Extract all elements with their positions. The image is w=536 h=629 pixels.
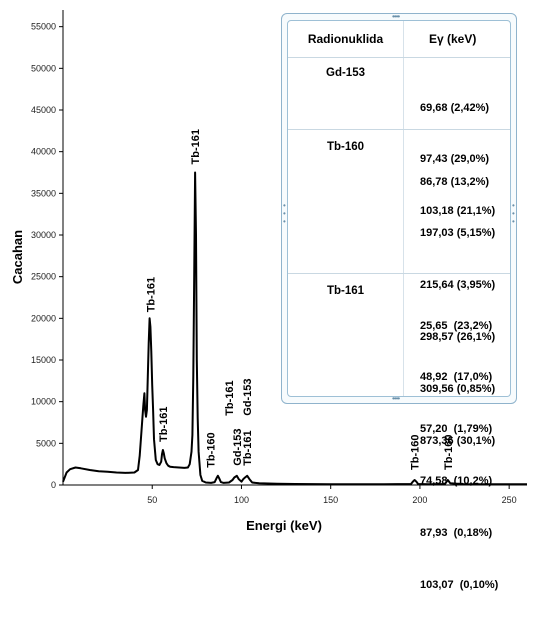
x-tick-label: 250 bbox=[502, 495, 517, 505]
y-axis-title: Cacahan bbox=[10, 230, 25, 284]
peak-label: Tb-160 bbox=[410, 435, 422, 470]
energy-value: 69,68 (2,42%) bbox=[420, 101, 490, 114]
energy-value: 48,92 (17,0%) bbox=[420, 371, 493, 384]
peak-labels: Tb-161Tb-161Tb-161Tb-160Tb-161Gd-153Tb-1… bbox=[145, 129, 454, 470]
x-tick-label: 200 bbox=[412, 495, 427, 505]
x-tick-label: 100 bbox=[234, 495, 249, 505]
y-tick-label: 20000 bbox=[31, 313, 56, 323]
y-tick-label: 45000 bbox=[31, 105, 56, 115]
header-radionuclide: Radionuklida bbox=[307, 32, 384, 46]
nuclide-table-panel[interactable]: •••• •••• • • • • • • Radionuklida Eγ (keV) … bbox=[281, 12, 517, 591]
table-row: Tb-161 25,65 (23,2%) 48,92 (17,0%) 57,20… bbox=[288, 273, 510, 591]
energy-value: 97,43 (29,0%) bbox=[420, 153, 490, 166]
resize-handle-top[interactable]: •••• bbox=[392, 12, 400, 21]
x-tick-label: 150 bbox=[323, 495, 338, 505]
peak-label: Gd-153 bbox=[232, 429, 244, 466]
y-tick-label: 50000 bbox=[31, 63, 56, 73]
header-energy: Eγ (keV) bbox=[429, 32, 477, 46]
y-tick-label: 30000 bbox=[31, 230, 56, 240]
row-divider bbox=[288, 129, 510, 130]
energy-value: 215,64 (3,95%) bbox=[420, 279, 496, 292]
nuclide-name: Tb-160 bbox=[326, 141, 365, 153]
y-tick-label: 5000 bbox=[36, 438, 56, 448]
y-tick-label: 35000 bbox=[31, 188, 56, 198]
energy-value: 25,65 (23,2%) bbox=[420, 319, 493, 332]
y-axis-ticks: 0 5000 10000 15000 20000 25000 30000 35000 40000… bbox=[31, 22, 63, 490]
energy-value: 57,20 (1,79%) bbox=[420, 423, 493, 436]
energy-list: 86,78 (13,2%) 197,03 (5,15%) 215,64 (3,9… bbox=[420, 139, 495, 485]
y-tick-label: 40000 bbox=[31, 147, 56, 157]
spectrum-line bbox=[62, 171, 527, 486]
peak-label: Tb-161 bbox=[242, 430, 254, 465]
y-tick-label: 10000 bbox=[31, 397, 56, 407]
y-tick-label: 55000 bbox=[31, 22, 56, 32]
energy-list: 69,68 (2,42%) 97,43 (29,0%) 103,18 (21,1… bbox=[420, 65, 495, 255]
peak-label: Gd-153 bbox=[242, 379, 254, 416]
energy-value: 103,18 (21,1%) bbox=[420, 205, 496, 218]
energy-value: 86,78 (13,2%) bbox=[420, 175, 490, 188]
peak-label: Tb-160 bbox=[205, 432, 217, 467]
energy-value: 197,03 (5,15%) bbox=[420, 227, 496, 240]
energy-list: 25,65 (23,2%) 48,92 (17,0%) 57,20 (1,79%… bbox=[420, 283, 498, 629]
column-divider bbox=[403, 21, 404, 396]
y-tick-label: 0 bbox=[51, 480, 56, 490]
energy-value: 309,56 (0,85%) bbox=[420, 383, 496, 396]
energy-value: 873,36 (30,1%) bbox=[420, 435, 496, 448]
resize-handle-right[interactable]: • • • bbox=[512, 201, 515, 226]
table-header: Radionuklida Eγ (keV) bbox=[288, 21, 510, 58]
nuclide-table: Radionuklida Eγ (keV) Gd-153 69,68 (2,42… bbox=[287, 20, 511, 591]
y-tick-label: 25000 bbox=[31, 272, 56, 282]
spectrum-chart: 0 5000 10000 15000 20000 25000 30000 35000 40000… bbox=[10, 10, 527, 533]
nuclide-name: Tb-161 bbox=[326, 285, 365, 297]
resize-handle-bottom[interactable]: •••• bbox=[392, 394, 400, 403]
energy-value: 103,07 (0,10%) bbox=[420, 579, 499, 592]
peak-label: Tb-160 bbox=[443, 435, 455, 470]
x-tick-label: 50 bbox=[147, 495, 157, 505]
peak-label: Tb-161 bbox=[158, 407, 170, 442]
energy-value: 87,93 (0,18%) bbox=[420, 527, 493, 540]
table-row: Tb-160 86,78 (13,2%) 197,03 (5,15%) 215,… bbox=[288, 129, 510, 447]
peak-label: Tb-161 bbox=[224, 380, 236, 415]
x-axis-ticks: 50 100 150 200 250 bbox=[147, 485, 517, 505]
energy-value: 74,58 (10,2%) bbox=[420, 475, 493, 488]
nuclide-name: Gd-153 bbox=[326, 67, 365, 79]
row-divider bbox=[288, 273, 510, 274]
energy-value: 298,57 (26,1%) bbox=[420, 331, 496, 344]
x-axis-title: Energi (keV) bbox=[246, 518, 322, 533]
peak-label: Tb-161 bbox=[145, 277, 157, 312]
peak-label: Tb-161 bbox=[190, 129, 202, 164]
y-tick-label: 15000 bbox=[31, 355, 56, 365]
table-row: Gd-153 69,68 (2,42%) 97,43 (29,0%) 103,1… bbox=[288, 57, 510, 217]
resize-handle-left[interactable]: • • • bbox=[283, 201, 286, 226]
